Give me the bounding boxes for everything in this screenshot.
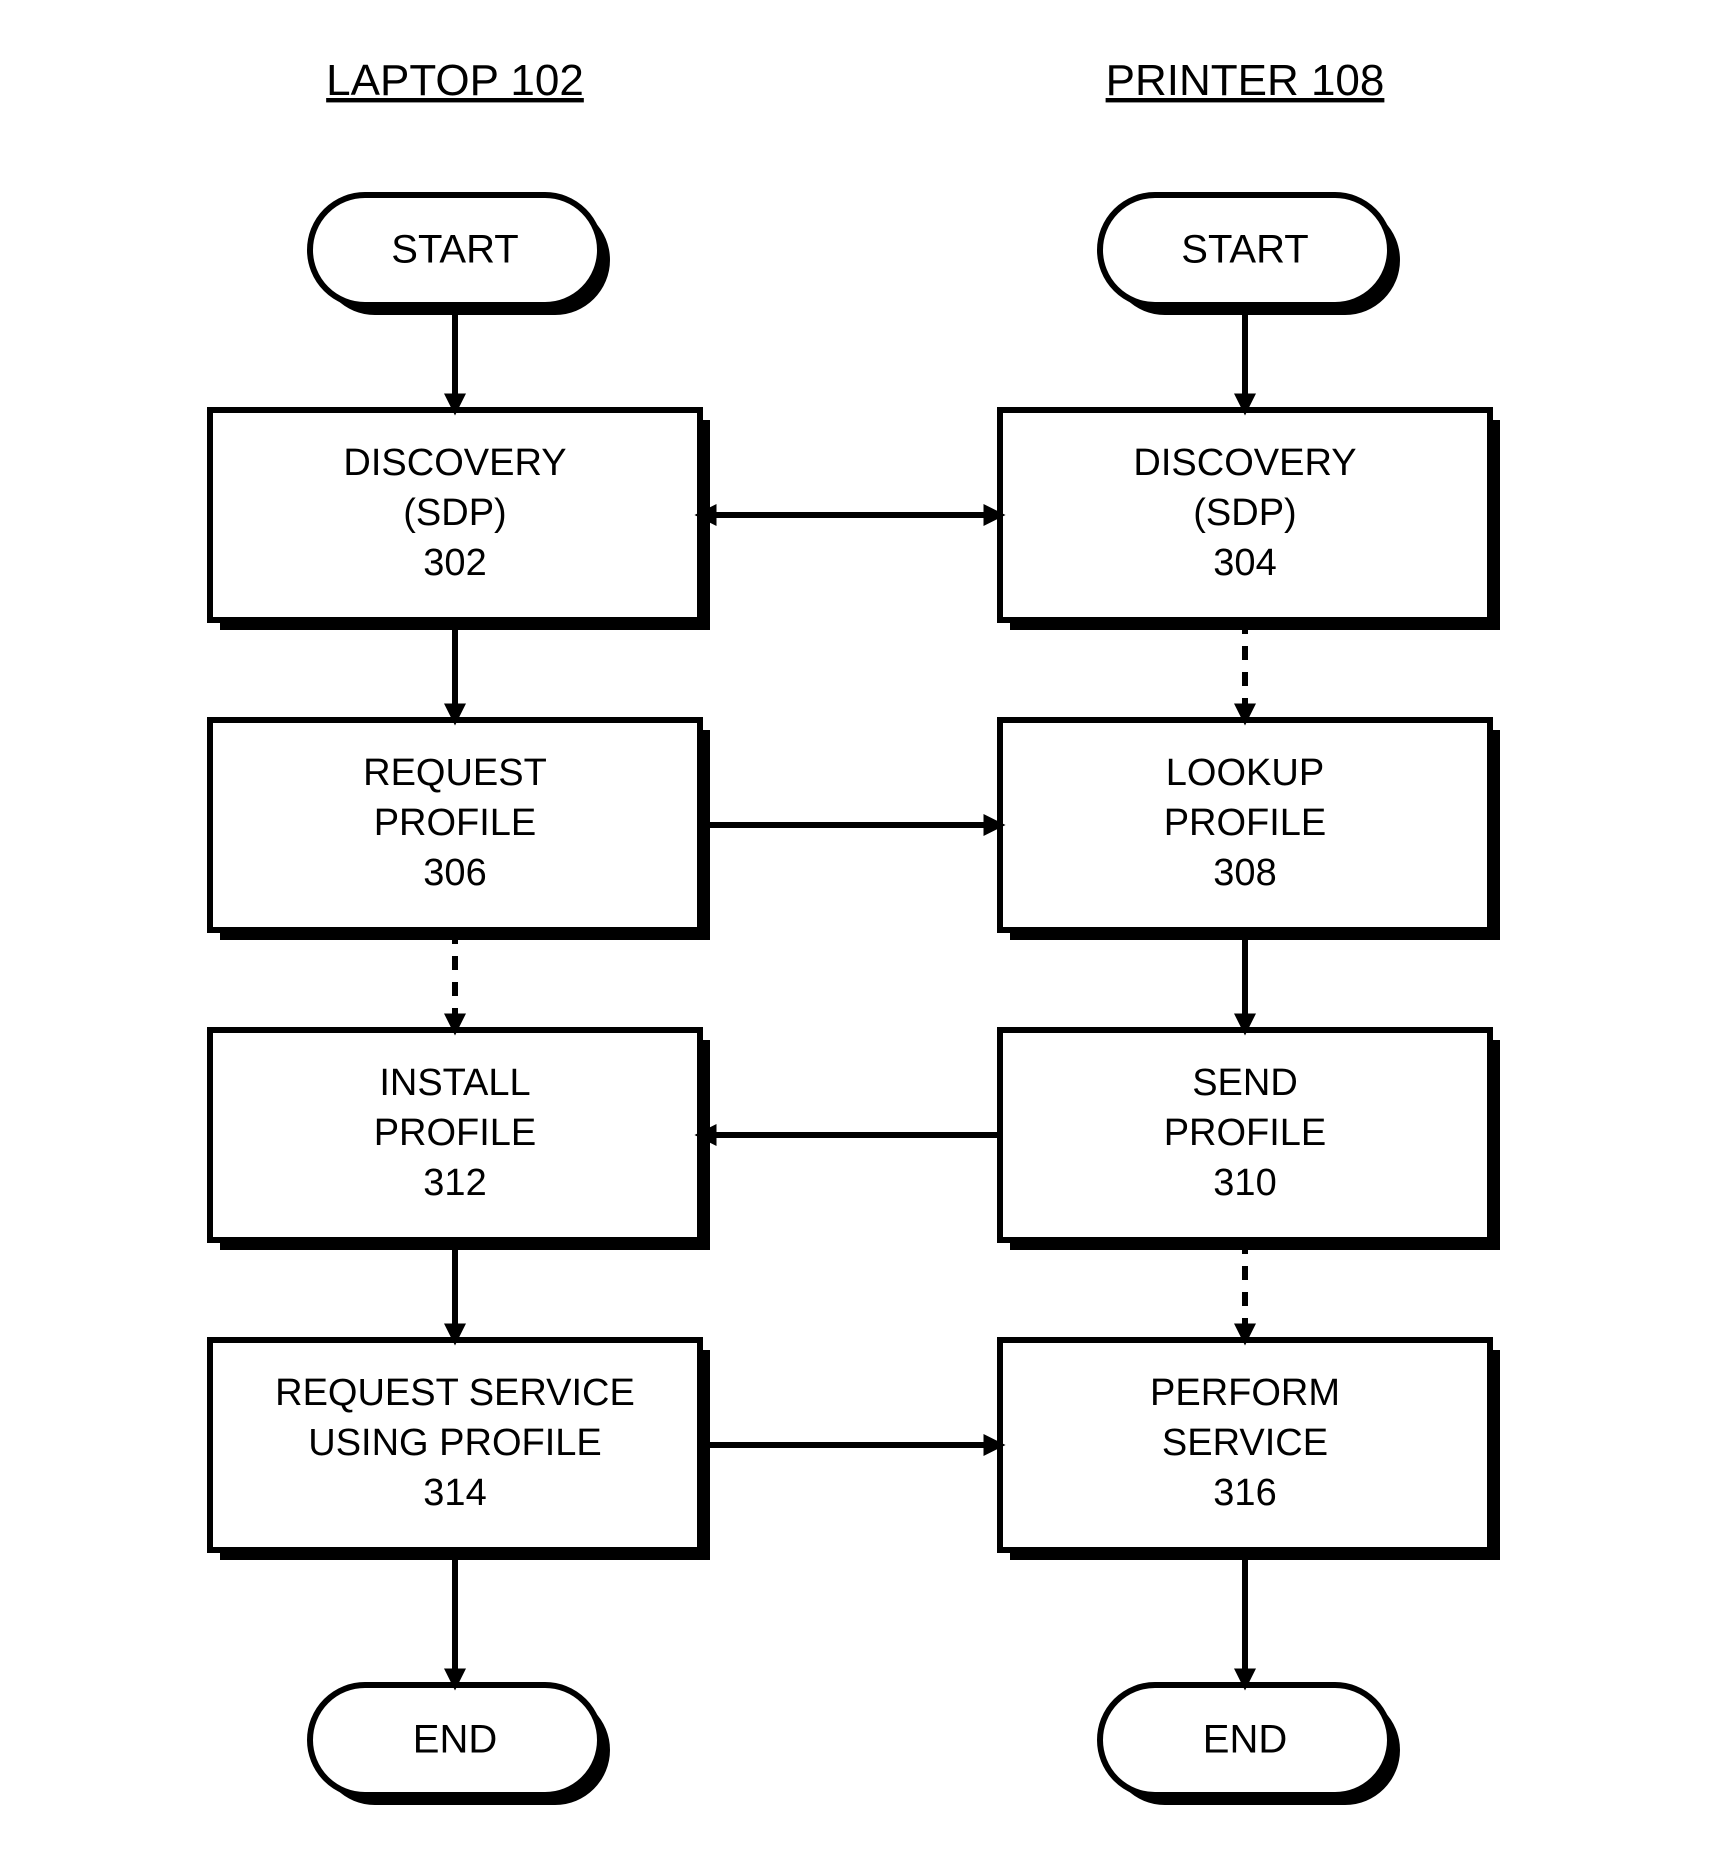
box-b314-line-1: USING PROFILE: [308, 1422, 602, 1464]
header-left: LAPTOP 102: [326, 56, 584, 105]
box-b312-line-0: INSTALL: [379, 1062, 530, 1104]
box-b302-line-1: (SDP): [403, 492, 506, 534]
box-b308-line-1: PROFILE: [1164, 802, 1327, 844]
box-b312-line-2: 312: [423, 1162, 486, 1204]
box-b302-line-2: 302: [423, 542, 486, 584]
box-b308-line-0: LOOKUP: [1166, 752, 1324, 794]
box-b316-line-1: SERVICE: [1162, 1422, 1328, 1464]
box-b314-line-2: 314: [423, 1472, 486, 1514]
box-b314-line-0: REQUEST SERVICE: [275, 1372, 635, 1414]
box-b304-line-1: (SDP): [1193, 492, 1296, 534]
box-b304-line-0: DISCOVERY: [1133, 442, 1356, 484]
pill-end-right-label: END: [1203, 1718, 1287, 1762]
box-b304-line-2: 304: [1213, 542, 1276, 584]
box-b306-line-1: PROFILE: [374, 802, 537, 844]
box-b310-line-1: PROFILE: [1164, 1112, 1327, 1154]
box-b306-line-0: REQUEST: [363, 752, 547, 794]
box-b308-line-2: 308: [1213, 852, 1276, 894]
box-b310-line-0: SEND: [1192, 1062, 1298, 1104]
pill-start-left-label: START: [391, 228, 518, 272]
pill-start-right-label: START: [1181, 228, 1308, 272]
box-b316-line-2: 316: [1213, 1472, 1276, 1514]
header-right: PRINTER 108: [1106, 56, 1385, 105]
box-b310-line-2: 310: [1213, 1162, 1276, 1204]
box-b316-line-0: PERFORM: [1150, 1372, 1340, 1414]
box-b312-line-1: PROFILE: [374, 1112, 537, 1154]
box-b306-line-2: 306: [423, 852, 486, 894]
box-b302-line-0: DISCOVERY: [343, 442, 566, 484]
pill-end-left-label: END: [413, 1718, 497, 1762]
